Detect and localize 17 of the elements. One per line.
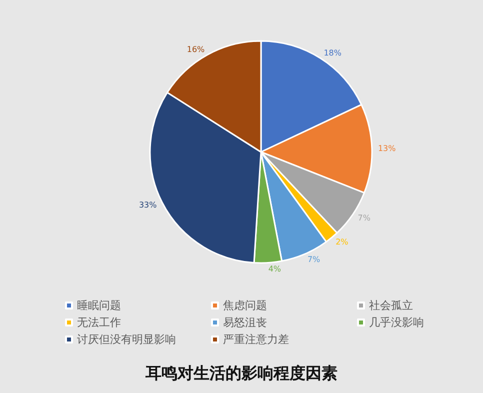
legend-label: 几乎没影响 (369, 316, 424, 329)
data-label: 4% (268, 264, 282, 274)
legend-label: 严重注意力差 (223, 333, 289, 346)
legend-label: 社会孤立 (369, 299, 413, 312)
legend-label: 焦虑问题 (223, 299, 267, 312)
data-label: 2% (336, 238, 349, 247)
data-label: 33% (138, 200, 158, 210)
data-label: 7% (307, 254, 321, 264)
legend-label: 无法工作 (77, 316, 121, 329)
legend-label: 易怒沮丧 (223, 316, 267, 329)
data-label: 7% (358, 213, 371, 222)
legend-label: 睡眠问题 (77, 299, 121, 312)
data-label: 13% (378, 144, 396, 153)
data-label: 18% (324, 48, 342, 58)
legend-label: 讨厌但没有明显影响 (77, 333, 176, 346)
text: 耳鸣对生活的影响程度因素 (144, 364, 338, 382)
data-label: 16% (186, 44, 206, 54)
